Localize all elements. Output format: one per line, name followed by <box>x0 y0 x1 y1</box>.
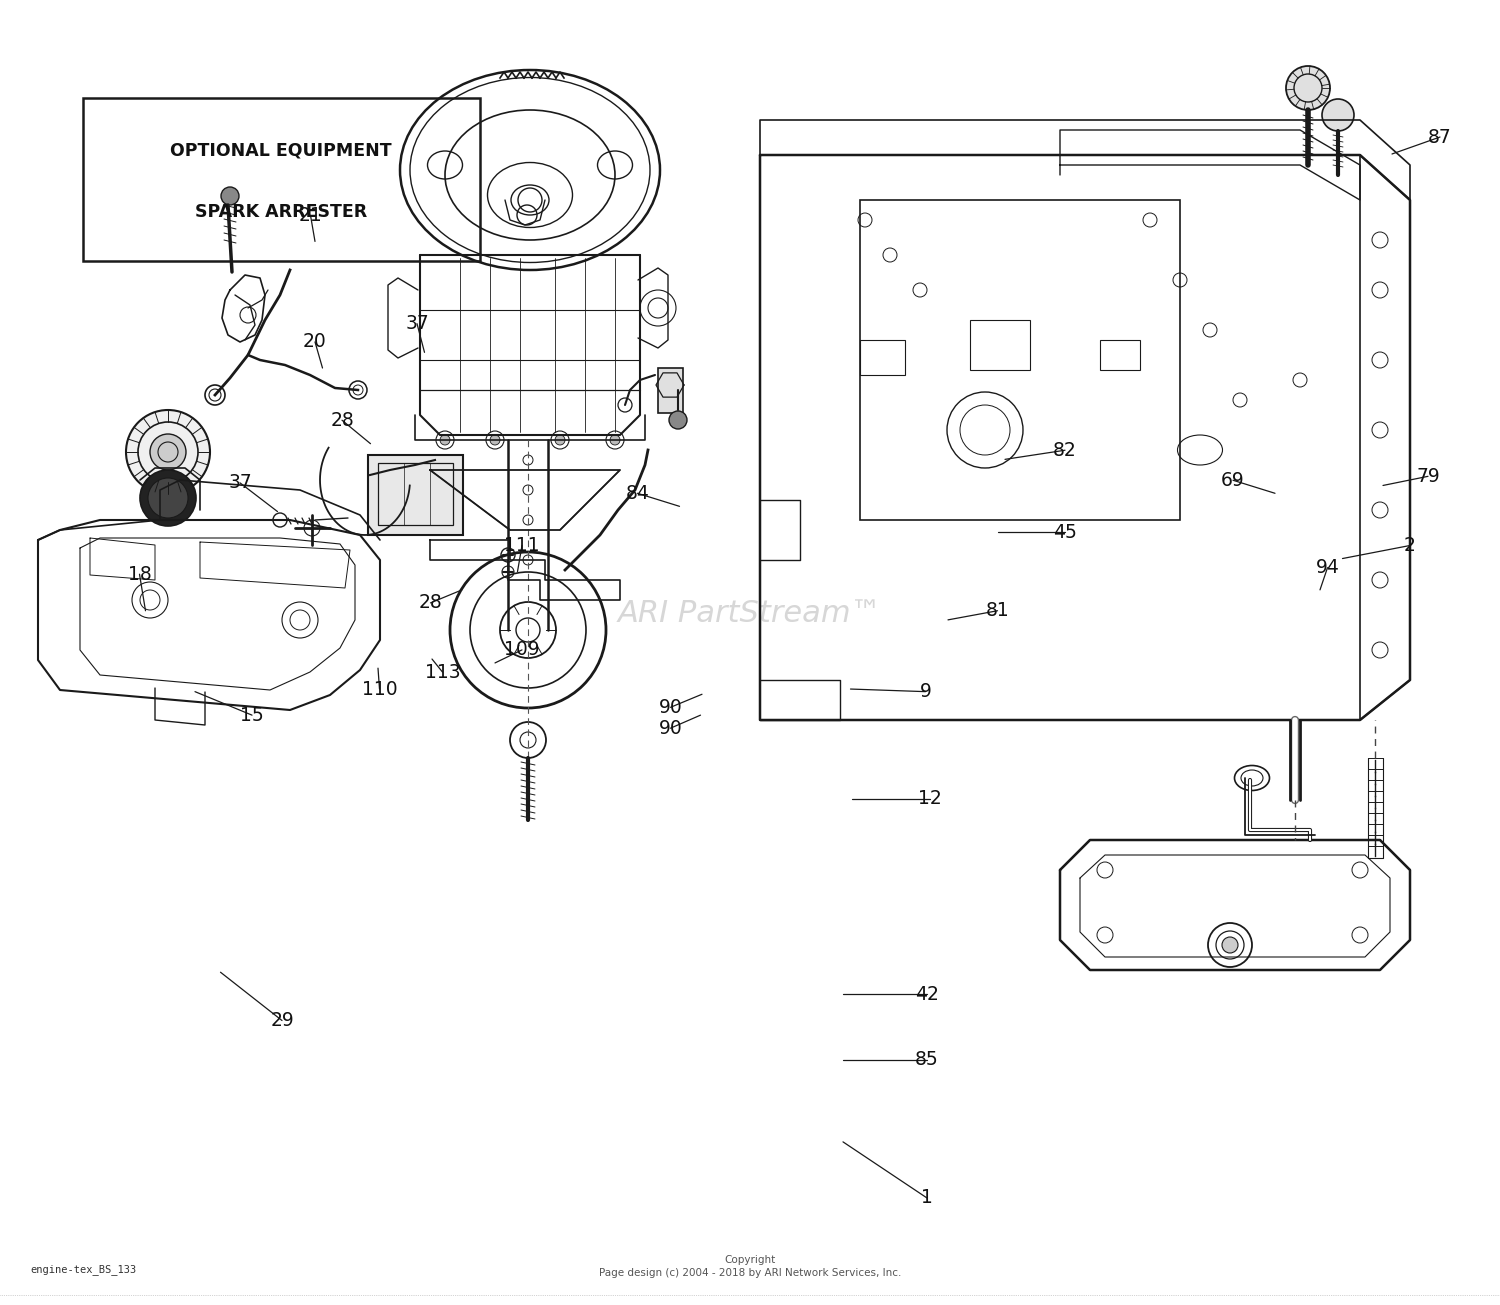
Text: 37: 37 <box>228 474 252 492</box>
Circle shape <box>669 411 687 429</box>
Text: ARI PartStream™: ARI PartStream™ <box>618 599 882 628</box>
Bar <box>658 368 682 412</box>
Text: 90: 90 <box>658 698 682 716</box>
Text: Page design (c) 2004 - 2018 by ARI Network Services, Inc.: Page design (c) 2004 - 2018 by ARI Netwo… <box>598 1268 902 1278</box>
Text: 85: 85 <box>915 1051 939 1069</box>
Text: 82: 82 <box>1053 441 1077 459</box>
Text: engine-tex_BS_133: engine-tex_BS_133 <box>30 1265 136 1275</box>
Text: 12: 12 <box>918 790 942 808</box>
Text: 21: 21 <box>298 206 322 224</box>
Circle shape <box>1222 937 1238 953</box>
Circle shape <box>1286 67 1330 110</box>
Text: 109: 109 <box>504 641 540 659</box>
Text: SPARK ARRESTER: SPARK ARRESTER <box>195 204 368 221</box>
Text: 20: 20 <box>303 333 327 351</box>
Text: 81: 81 <box>986 602 1010 620</box>
Circle shape <box>1322 99 1354 130</box>
Circle shape <box>220 187 238 205</box>
Bar <box>378 463 453 525</box>
Text: 90: 90 <box>658 719 682 737</box>
Text: 84: 84 <box>626 484 650 502</box>
Bar <box>1100 341 1140 371</box>
Circle shape <box>126 410 210 495</box>
Text: 113: 113 <box>424 663 460 681</box>
Text: 28: 28 <box>330 411 354 429</box>
Text: 111: 111 <box>504 536 540 555</box>
Circle shape <box>555 435 566 445</box>
Text: 69: 69 <box>1221 471 1245 489</box>
Text: 37: 37 <box>405 315 429 333</box>
Circle shape <box>140 470 196 526</box>
Text: 28: 28 <box>419 594 442 612</box>
Bar <box>82 98 480 261</box>
Bar <box>859 341 904 375</box>
Text: OPTIONAL EQUIPMENT: OPTIONAL EQUIPMENT <box>171 141 392 159</box>
Text: 87: 87 <box>1428 128 1452 146</box>
Text: 18: 18 <box>128 565 152 583</box>
Bar <box>859 200 1180 519</box>
Bar <box>368 455 464 535</box>
Text: 79: 79 <box>1416 467 1440 485</box>
Text: Copyright: Copyright <box>724 1255 776 1265</box>
Text: 1: 1 <box>921 1189 933 1207</box>
Text: 15: 15 <box>240 706 264 724</box>
Text: 110: 110 <box>362 680 398 698</box>
Circle shape <box>148 478 188 518</box>
Circle shape <box>610 435 620 445</box>
Circle shape <box>490 435 500 445</box>
Bar <box>970 320 1030 371</box>
Text: 29: 29 <box>270 1011 294 1030</box>
Text: 94: 94 <box>1316 559 1340 577</box>
Text: 42: 42 <box>915 985 939 1004</box>
Text: 2: 2 <box>1404 536 1416 555</box>
Circle shape <box>440 435 450 445</box>
Circle shape <box>150 435 186 470</box>
Text: 9: 9 <box>920 683 932 701</box>
Text: 45: 45 <box>1053 523 1077 542</box>
